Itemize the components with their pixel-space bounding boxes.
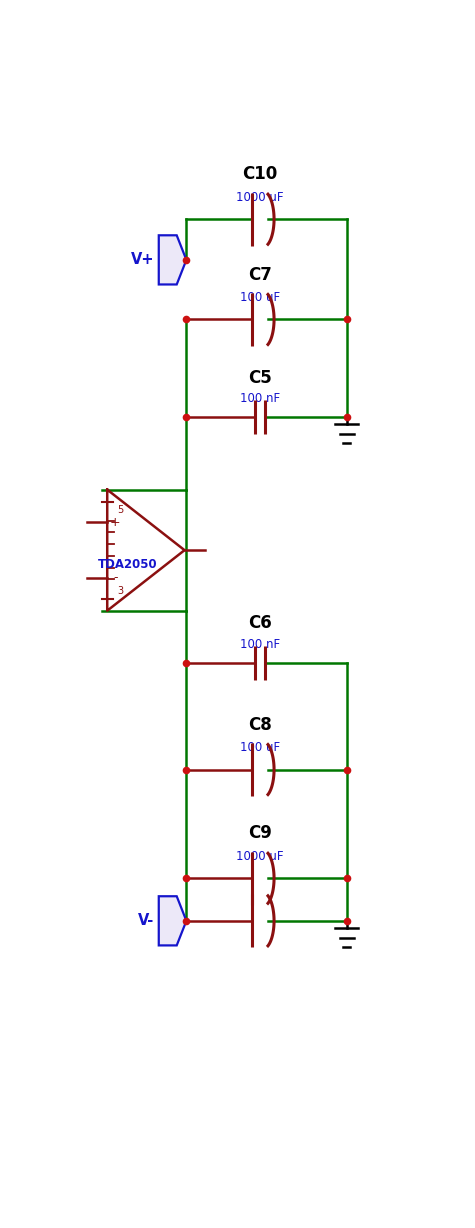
Text: 1000 uF: 1000 uF [236,192,284,204]
Text: C7: C7 [248,265,272,284]
Text: -: - [113,571,118,585]
Text: TDA2050: TDA2050 [98,558,157,571]
Text: 3: 3 [117,586,123,596]
Text: 100 uF: 100 uF [240,742,280,754]
Text: C5: C5 [248,368,272,387]
Polygon shape [159,236,186,285]
Text: 5: 5 [117,505,123,515]
Text: C9: C9 [248,824,272,842]
Text: 100 nF: 100 nF [240,393,280,405]
Text: 100 nF: 100 nF [240,639,280,651]
Text: 100 uF: 100 uF [240,291,280,305]
Text: V-: V- [138,914,154,928]
Text: +: + [110,516,121,529]
Text: C10: C10 [242,166,277,183]
Text: V+: V+ [131,253,154,268]
Polygon shape [159,896,186,946]
Text: C6: C6 [248,614,272,632]
Text: 1000 uF: 1000 uF [236,850,284,863]
Text: C8: C8 [248,716,272,733]
